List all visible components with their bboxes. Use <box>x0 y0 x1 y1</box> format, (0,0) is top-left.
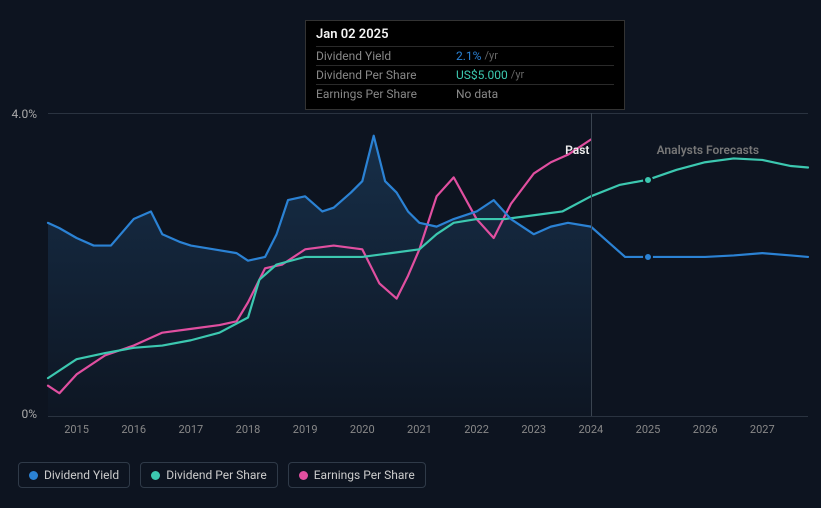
x-axis-tick: 2027 <box>750 423 775 436</box>
legend-label: Earnings Per Share <box>314 468 415 482</box>
region-label-past: Past <box>565 143 589 157</box>
legend-item[interactable]: Dividend Per Share <box>140 462 278 488</box>
legend-item[interactable]: Earnings Per Share <box>288 462 426 488</box>
y-axis-tick-max: 4.0% <box>12 107 37 121</box>
x-axis-tick: 2016 <box>121 423 146 436</box>
tooltip-rows: Dividend Yield2.1%/yrDividend Per ShareU… <box>316 46 614 103</box>
series-marker <box>643 175 653 185</box>
legend-label: Dividend Yield <box>44 468 119 482</box>
tooltip-row-suffix: /yr <box>511 68 524 82</box>
x-axis-tick: 2021 <box>407 423 432 436</box>
legend-dot-icon <box>299 471 308 480</box>
x-axis-tick: 2019 <box>293 423 318 436</box>
x-axis-tick: 2025 <box>636 423 661 436</box>
tooltip-row-value: 2.1% <box>456 49 481 63</box>
chart-svg <box>48 113 808 416</box>
x-axis-tick: 2015 <box>64 423 89 436</box>
x-axis-tick: 2017 <box>178 423 203 436</box>
region-label-forecast: Analysts Forecasts <box>657 143 759 157</box>
past-forecast-divider <box>591 113 592 416</box>
x-axis-tick: 2020 <box>350 423 375 436</box>
tooltip-row-value: No data <box>456 87 498 101</box>
x-axis-tick: 2023 <box>521 423 546 436</box>
legend-dot-icon <box>29 471 38 480</box>
tooltip-row: Dividend Yield2.1%/yr <box>316 46 614 65</box>
x-axis-tick: 2026 <box>693 423 718 436</box>
x-axis-tick: 2024 <box>578 423 603 436</box>
tooltip-row-label: Dividend Per Share <box>316 68 456 82</box>
tooltip-row: Dividend Per ShareUS$5.000/yr <box>316 65 614 84</box>
y-axis-tick-min: 0% <box>21 407 37 421</box>
legend-label: Dividend Per Share <box>166 468 267 482</box>
tooltip-row-label: Dividend Yield <box>316 49 456 63</box>
tooltip-date: Jan 02 2025 <box>316 27 614 46</box>
series-marker <box>643 252 653 262</box>
tooltip-row: Earnings Per ShareNo data <box>316 84 614 103</box>
tooltip-row-value: US$5.000 <box>456 68 508 82</box>
tooltip-row-suffix: /yr <box>484 49 497 63</box>
area-dividend-yield-past <box>48 136 591 416</box>
legend-item[interactable]: Dividend Yield <box>18 462 130 488</box>
dividend-chart: 4.0% 0% Past Analysts Forecasts 2015 2016… <box>0 105 821 450</box>
x-axis-tick: 2018 <box>236 423 261 436</box>
tooltip-row-label: Earnings Per Share <box>316 87 456 101</box>
plot-area[interactable]: Past Analysts Forecasts <box>48 113 808 417</box>
x-axis-tick: 2022 <box>464 423 489 436</box>
x-axis-labels: 2015 2016 2017 2018 2019 2020 2021 2022 2023 2024… <box>48 423 808 443</box>
chart-tooltip: Jan 02 2025 Dividend Yield2.1%/yrDividen… <box>305 20 625 110</box>
chart-legend: Dividend Yield Dividend Per Share Earnings… <box>18 462 426 488</box>
legend-dot-icon <box>151 471 160 480</box>
